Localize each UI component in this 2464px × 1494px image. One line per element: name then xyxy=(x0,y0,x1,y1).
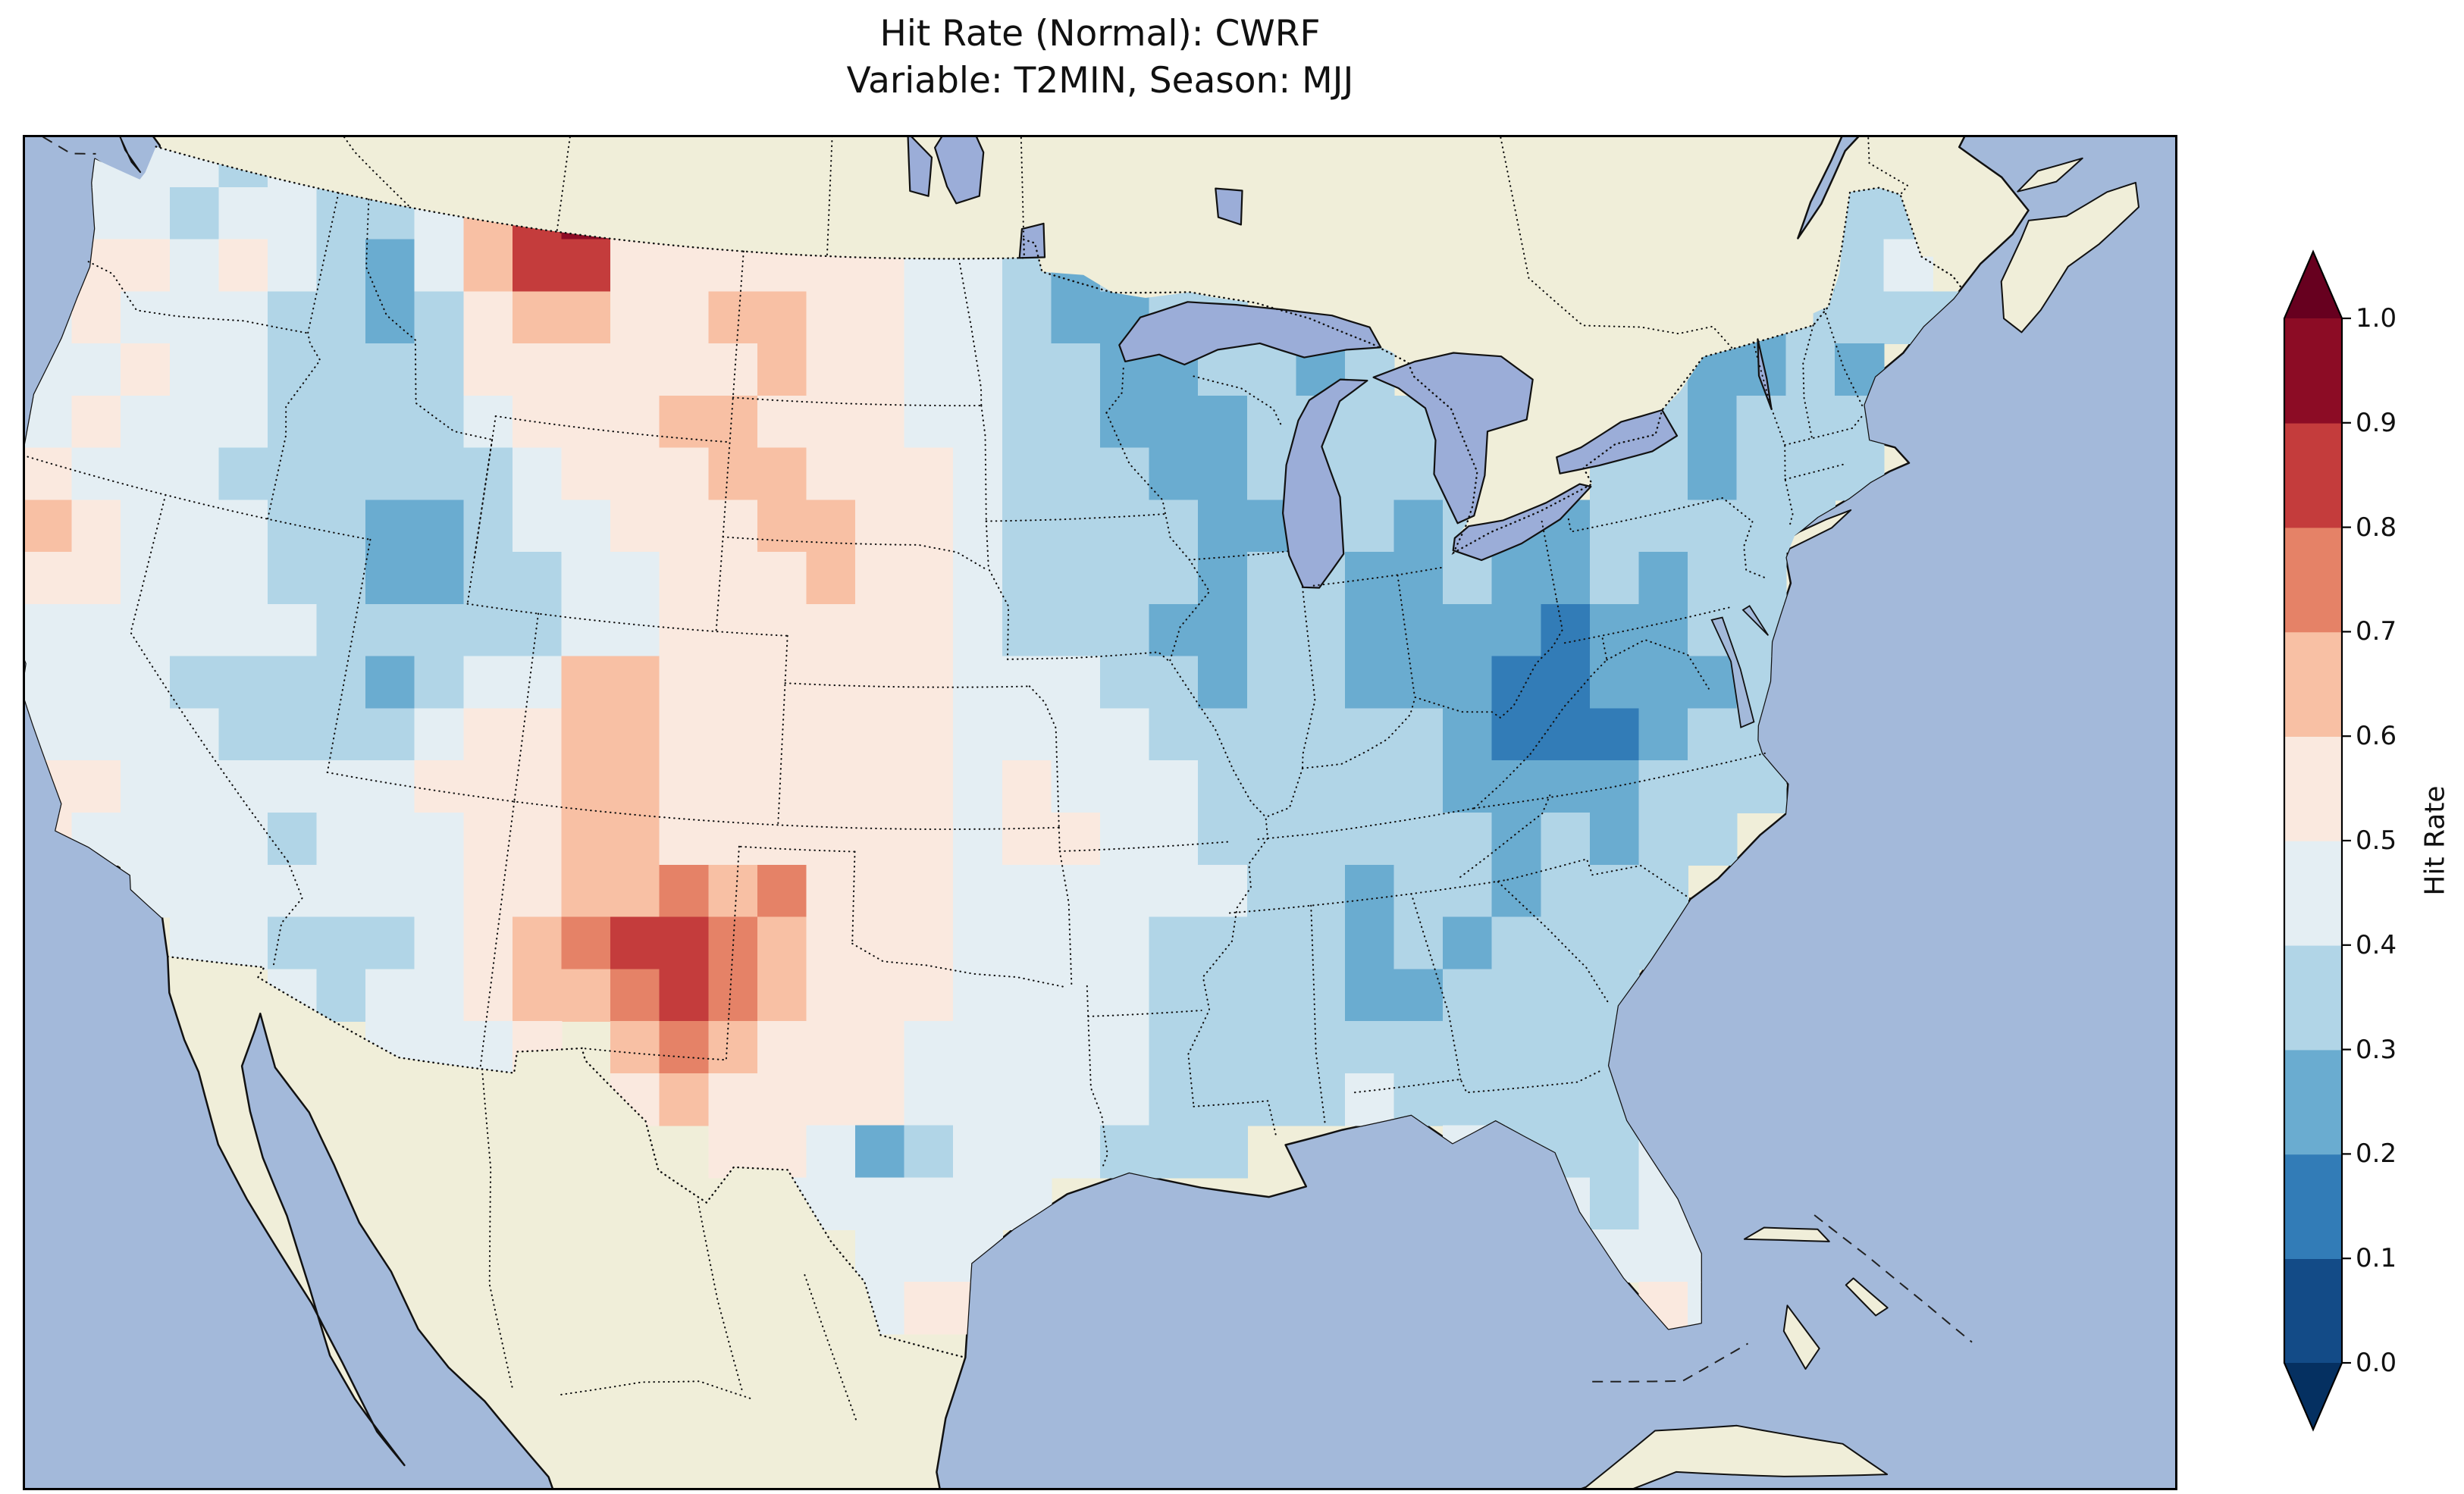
colorbar-tick-label: 0.5 xyxy=(2356,825,2397,856)
colorbar-tick-label: 0.9 xyxy=(2356,407,2397,438)
heatmap-cells xyxy=(23,146,1962,1335)
colorbar-tick-label: 0.4 xyxy=(2356,929,2397,960)
title-line-2: Variable: T2MIN, Season: MJJ xyxy=(846,60,1354,102)
colorbar-ticks xyxy=(2342,317,2351,1364)
colorbar-tick-label: 0.0 xyxy=(2356,1348,2397,1378)
figure-title: Hit Rate (Normal): CWRF Variable: T2MIN,… xyxy=(23,11,2177,105)
colorbar-tick-label: 0.8 xyxy=(2356,512,2397,543)
colorbar-outline xyxy=(2283,249,2343,1432)
islands xyxy=(118,135,2140,1490)
maritime-boundaries xyxy=(42,136,1973,1383)
colorbar-tick-label: 0.7 xyxy=(2356,616,2397,647)
colorbar-tick-label: 1.0 xyxy=(2356,303,2397,334)
great-lakes xyxy=(907,135,1773,589)
title-line-1: Hit Rate (Normal): CWRF xyxy=(879,13,1321,55)
colorbar-tick-label: 0.6 xyxy=(2356,721,2397,752)
conus-hit-rate-map xyxy=(23,135,2177,1490)
map-frame xyxy=(23,135,2177,1490)
colorbar-tick-label: 0.1 xyxy=(2356,1243,2397,1274)
colorbar-blocks xyxy=(2284,318,2342,1364)
colorbar-over-arrow xyxy=(2284,252,2342,318)
national-borders xyxy=(155,146,1963,1359)
colorbar-tick-label: 0.2 xyxy=(2356,1139,2397,1170)
colorbar-under-arrow xyxy=(2284,1363,2342,1430)
province-borders xyxy=(341,135,1909,1424)
colorbar-axis-label: Hit Rate xyxy=(2419,785,2451,896)
state-borders xyxy=(23,192,1864,1170)
coastal-bays xyxy=(1710,605,1770,728)
colorbar-tick-label: 0.3 xyxy=(2356,1034,2397,1065)
